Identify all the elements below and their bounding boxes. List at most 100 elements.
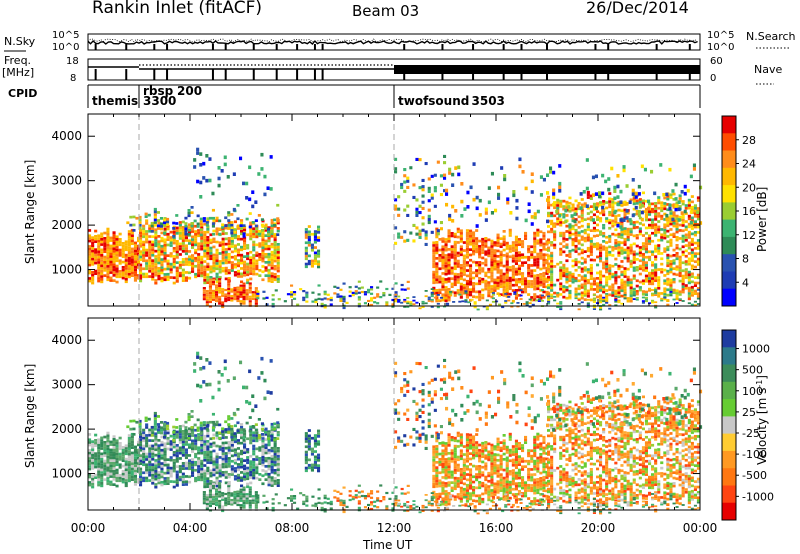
- power-cell: [669, 292, 673, 295]
- power-cell: [276, 243, 280, 246]
- power-cell: [223, 155, 227, 160]
- power-cell: [666, 259, 670, 262]
- velocity-cell: [172, 467, 176, 470]
- velocity-cell: [148, 473, 152, 477]
- velocity-cell: [191, 442, 195, 445]
- power-cell: [242, 291, 246, 294]
- power-cell: [197, 266, 201, 270]
- power-cell: [556, 294, 560, 298]
- power-cell: [317, 293, 321, 296]
- power-cell: [370, 299, 374, 302]
- power-cell: [233, 271, 237, 274]
- power-cell: [230, 231, 234, 235]
- power-cell: [657, 252, 661, 255]
- power-cell: [493, 251, 497, 255]
- power-cell: [209, 254, 213, 258]
- power-cell: [542, 231, 546, 235]
- velocity-cell: [94, 452, 98, 455]
- power-cell: [669, 254, 673, 258]
- power-cell: [592, 229, 596, 233]
- power-cell: [687, 286, 691, 290]
- power-cell: [574, 236, 578, 240]
- power-cell: [212, 229, 216, 233]
- velocity-heatmap: [88, 351, 703, 515]
- power-cell: [223, 162, 227, 167]
- power-cell: [629, 299, 633, 303]
- velocity-cell: [273, 450, 277, 454]
- velocity-cell: [191, 431, 195, 435]
- power-cell: [684, 233, 688, 237]
- velocity-cell: [127, 434, 131, 437]
- velocity-cell: [203, 440, 207, 443]
- velocity-cell: [197, 465, 201, 468]
- power-cell: [224, 269, 228, 273]
- velocity-cell: [267, 475, 271, 479]
- power-cell: [635, 210, 639, 213]
- power-cell: [313, 238, 317, 241]
- power-cell: [547, 225, 551, 228]
- power-cell: [124, 245, 128, 249]
- velocity-cell: [203, 458, 207, 462]
- power-cell: [499, 258, 503, 262]
- velocity-cell: [169, 466, 173, 470]
- power-cell: [151, 248, 155, 252]
- power-cell: [596, 247, 600, 251]
- power-cell: [181, 239, 185, 242]
- power-cell: [583, 279, 587, 283]
- velocity-cell: [139, 432, 143, 436]
- velocity-cell: [151, 449, 155, 453]
- velocity-cell: [218, 504, 222, 507]
- power-cell: [586, 292, 590, 295]
- power-cell: [215, 248, 219, 252]
- velocity-cell: [148, 471, 152, 474]
- power-cell: [696, 287, 700, 290]
- power-cell: [456, 291, 460, 295]
- velocity-cell: [191, 458, 195, 461]
- power-cell: [614, 300, 618, 303]
- velocity-cell: [159, 426, 163, 430]
- power-cell: [602, 288, 606, 291]
- power-cell: [586, 190, 590, 194]
- power-cell: [641, 263, 645, 267]
- velocity-cell: [139, 467, 143, 471]
- power-cell: [91, 260, 95, 263]
- power-cell: [394, 297, 398, 301]
- power-cell: [274, 289, 278, 292]
- power-cell: [648, 218, 652, 222]
- power-cell: [394, 170, 398, 174]
- power-cell: [654, 247, 658, 250]
- power-cell: [453, 278, 457, 281]
- power-cell: [617, 299, 621, 302]
- power-cell: [559, 282, 563, 286]
- power-cell: [641, 223, 645, 227]
- power-cell: [191, 259, 195, 263]
- power-cell: [227, 296, 231, 299]
- power-cell: [188, 226, 192, 229]
- power-cell: [336, 293, 340, 296]
- power-cell: [339, 299, 343, 302]
- power-cell: [472, 250, 476, 253]
- power-cell: [450, 245, 454, 248]
- power-cell: [574, 297, 578, 300]
- power-cell: [493, 243, 497, 247]
- power-cell: [550, 281, 554, 284]
- power-cell: [310, 246, 314, 249]
- power-cell: [230, 263, 234, 267]
- power-cell: [696, 257, 700, 261]
- power-cell: [456, 227, 460, 231]
- power-cell: [453, 262, 457, 265]
- power-cell: [684, 220, 688, 223]
- power-cell: [208, 294, 212, 297]
- power-cell: [690, 227, 694, 230]
- power-cell: [106, 262, 110, 266]
- power-cell: [91, 271, 95, 274]
- velocity-cell: [133, 469, 137, 473]
- power-cell: [696, 207, 700, 210]
- power-cell: [493, 289, 497, 292]
- power-cell: [623, 256, 627, 260]
- power-cell: [562, 269, 566, 272]
- velocity-cell: [200, 435, 204, 439]
- power-cell: [261, 238, 265, 242]
- power-cell: [348, 294, 352, 298]
- power-cell: [635, 266, 639, 269]
